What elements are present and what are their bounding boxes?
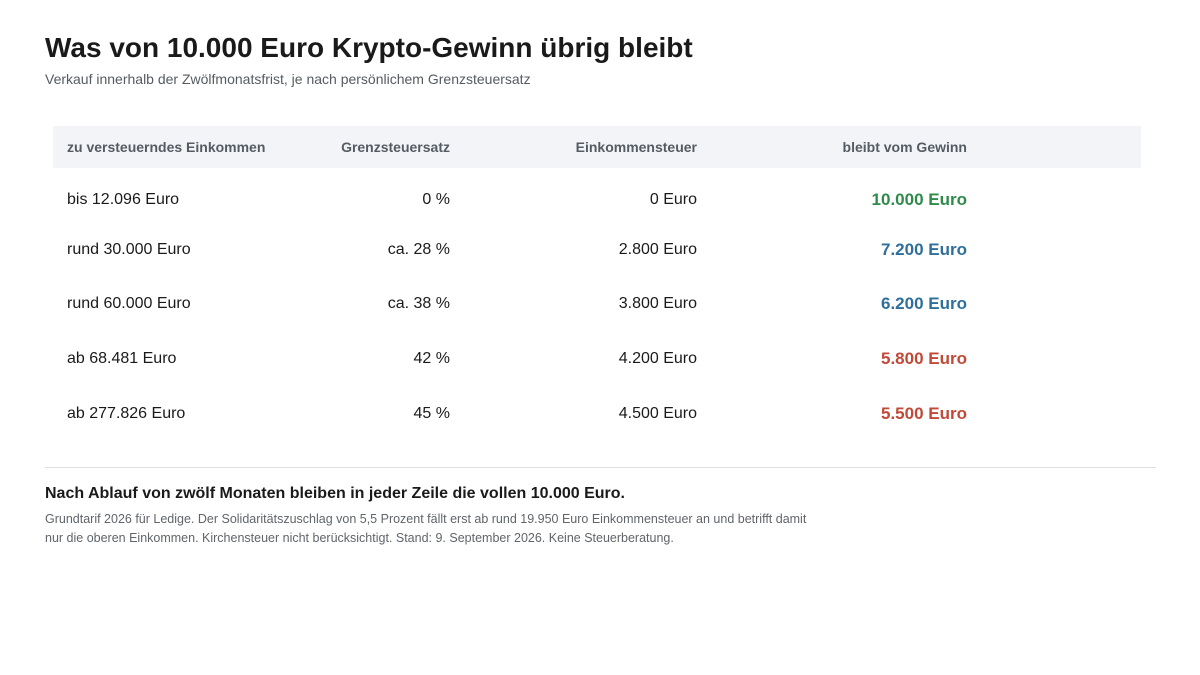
page-title: Was von 10.000 Euro Krypto-Gewinn übrig …: [45, 32, 693, 63]
footnote: Grundtarif 2026 für Ledige. Der Solidari…: [45, 512, 807, 545]
column-header-tax: Einkommensteuer: [575, 139, 697, 155]
spacer-cell: [967, 223, 1141, 278]
column-header-spacer: [967, 126, 1141, 168]
table-row: ab 277.826 Euro 45 % 4.500 Euro 5.500 Eu…: [53, 386, 1141, 441]
rate-cell: ca. 28 %: [387, 240, 450, 258]
column-header-income: zu versteuerndes Einkommen: [67, 139, 266, 155]
remaining-cell: 5.800 Euro: [881, 349, 967, 369]
rate-cell: 42 %: [413, 350, 450, 368]
spacer-cell: [967, 386, 1141, 441]
tax-cell: 2.800 Euro: [618, 240, 697, 258]
income-cell: ab 68.481 Euro: [67, 350, 177, 368]
rate-cell: 45 %: [413, 404, 450, 422]
income-cell: bis 12.096 Euro: [67, 191, 180, 209]
tax-table-container: zu versteuerndes Einkommen Grenzsteuersa…: [53, 126, 1141, 441]
remaining-cell: 6.200 Euro: [881, 294, 967, 314]
column-header-rate: Grenzsteuersatz: [341, 139, 450, 155]
section-divider: [45, 467, 1156, 468]
tax-table: zu versteuerndes Einkommen Grenzsteuersa…: [53, 126, 1141, 441]
rate-cell: ca. 38 %: [387, 295, 450, 313]
remaining-cell: 5.500 Euro: [881, 403, 967, 423]
table-row: rund 30.000 Euro ca. 28 % 2.800 Euro 7.2…: [53, 223, 1141, 278]
remaining-cell: 10.000 Euro: [871, 190, 967, 210]
page-subtitle: Verkauf innerhalb der Zwölfmonatsfrist, …: [45, 71, 531, 87]
summary-note: Nach Ablauf von zwölf Monaten bleiben in…: [45, 485, 625, 502]
column-header-remaining: bleibt vom Gewinn: [842, 139, 967, 155]
remaining-cell: 7.200 Euro: [881, 239, 967, 259]
tax-cell: 4.500 Euro: [618, 404, 697, 422]
table-row: rund 60.000 Euro ca. 38 % 3.800 Euro 6.2…: [53, 277, 1141, 332]
rate-cell: 0 %: [422, 191, 450, 209]
tax-cell: 4.200 Euro: [618, 350, 697, 368]
spacer-cell: [967, 332, 1141, 387]
tax-cell: 0 Euro: [649, 191, 697, 209]
table-header-row: zu versteuerndes Einkommen Grenzsteuersa…: [53, 126, 1141, 168]
table-row: bis 12.096 Euro 0 % 0 Euro 10.000 Euro: [53, 168, 1141, 223]
spacer-cell: [967, 168, 1141, 223]
income-cell: rund 30.000 Euro: [67, 240, 191, 258]
income-cell: ab 277.826 Euro: [67, 404, 186, 422]
income-cell: rund 60.000 Euro: [67, 295, 191, 313]
tax-cell: 3.800 Euro: [618, 295, 697, 313]
table-row: ab 68.481 Euro 42 % 4.200 Euro 5.800 Eur…: [53, 332, 1141, 387]
spacer-cell: [967, 277, 1141, 332]
